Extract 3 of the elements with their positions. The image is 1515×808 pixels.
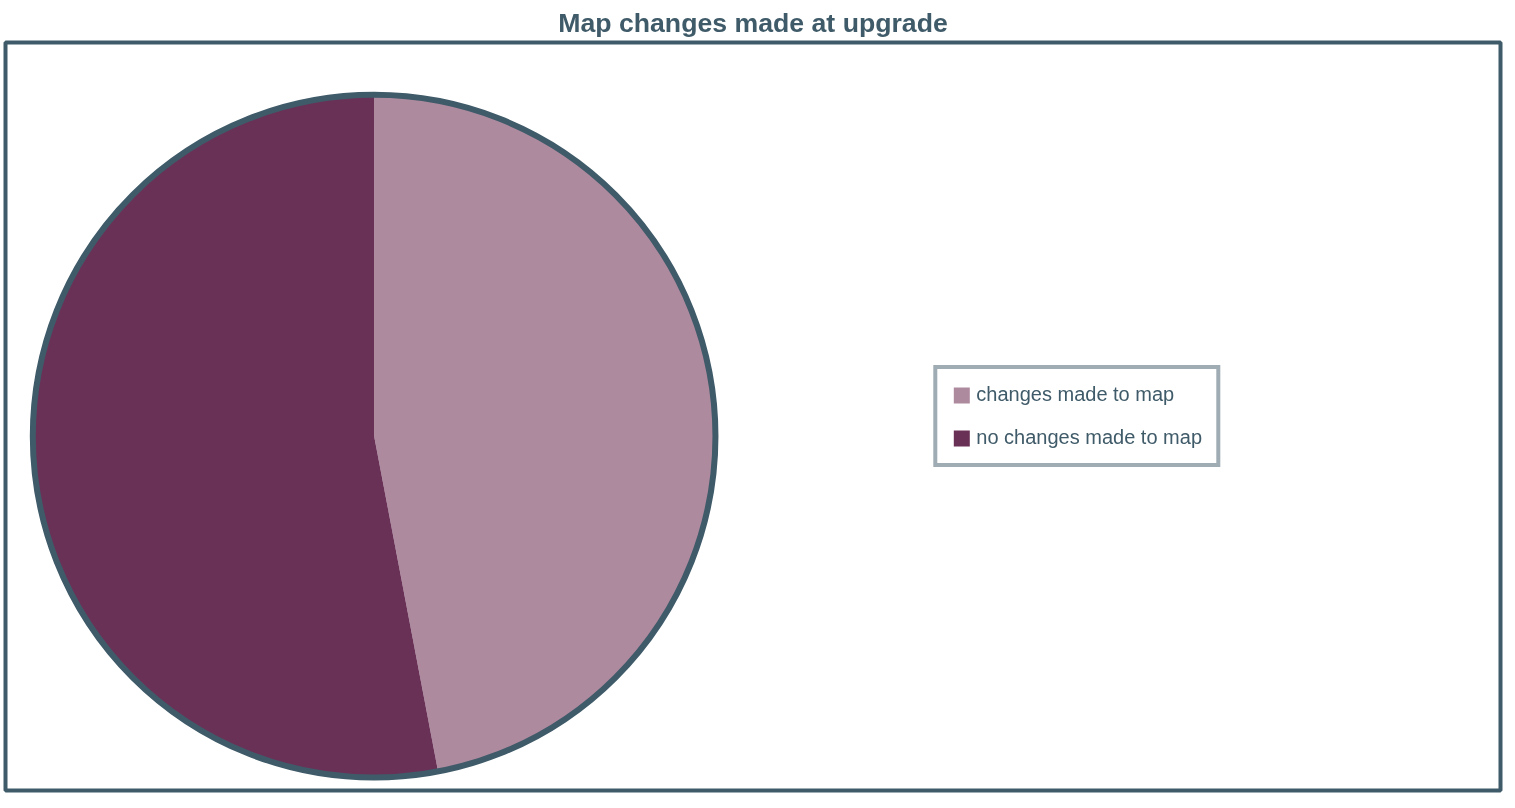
chart-title: Map changes made at upgrade xyxy=(558,7,948,38)
legend-label: changes made to map xyxy=(976,383,1175,406)
legend-label: no changes made to map xyxy=(976,426,1202,449)
